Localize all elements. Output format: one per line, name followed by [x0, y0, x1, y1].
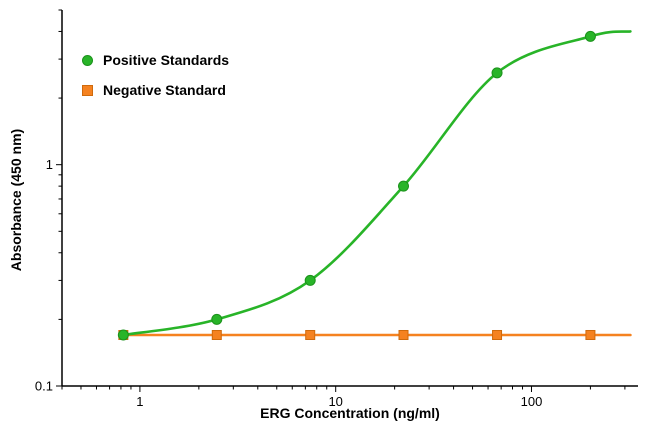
- data-point-circle: [304, 274, 316, 286]
- negative-standard-marker-icon: [82, 84, 93, 96]
- y-axis-title: Absorbance (450 nm): [8, 128, 24, 272]
- legend-item-positive-standards: Positive Standards: [82, 52, 229, 68]
- data-point-circle: [584, 30, 596, 42]
- legend-item-negative-standard: Negative Standard: [82, 82, 229, 98]
- data-point-square: [492, 329, 503, 340]
- y-tick-label: 1: [46, 157, 53, 172]
- chart-legend: Positive Standards Negative Standard: [82, 52, 229, 98]
- data-point-square: [585, 329, 596, 340]
- x-tick-label: 1: [136, 394, 143, 409]
- x-tick-label: 100: [521, 394, 543, 409]
- x-tick-label: 10: [328, 394, 342, 409]
- data-point-circle: [491, 67, 503, 79]
- y-tick-label: 0.1: [35, 379, 53, 394]
- data-point-square: [305, 329, 316, 340]
- data-point-square: [398, 329, 409, 340]
- legend-label-positive-standards: Positive Standards: [103, 52, 230, 68]
- data-point-circle: [117, 329, 129, 341]
- data-point-square: [211, 329, 222, 340]
- positive-standards-marker-icon: [82, 54, 93, 66]
- data-point-circle: [211, 313, 223, 325]
- x-axis-title: ERG Concentration (ng/ml): [260, 405, 440, 421]
- data-point-circle: [398, 180, 410, 192]
- legend-label-negative-standard: Negative Standard: [103, 82, 226, 98]
